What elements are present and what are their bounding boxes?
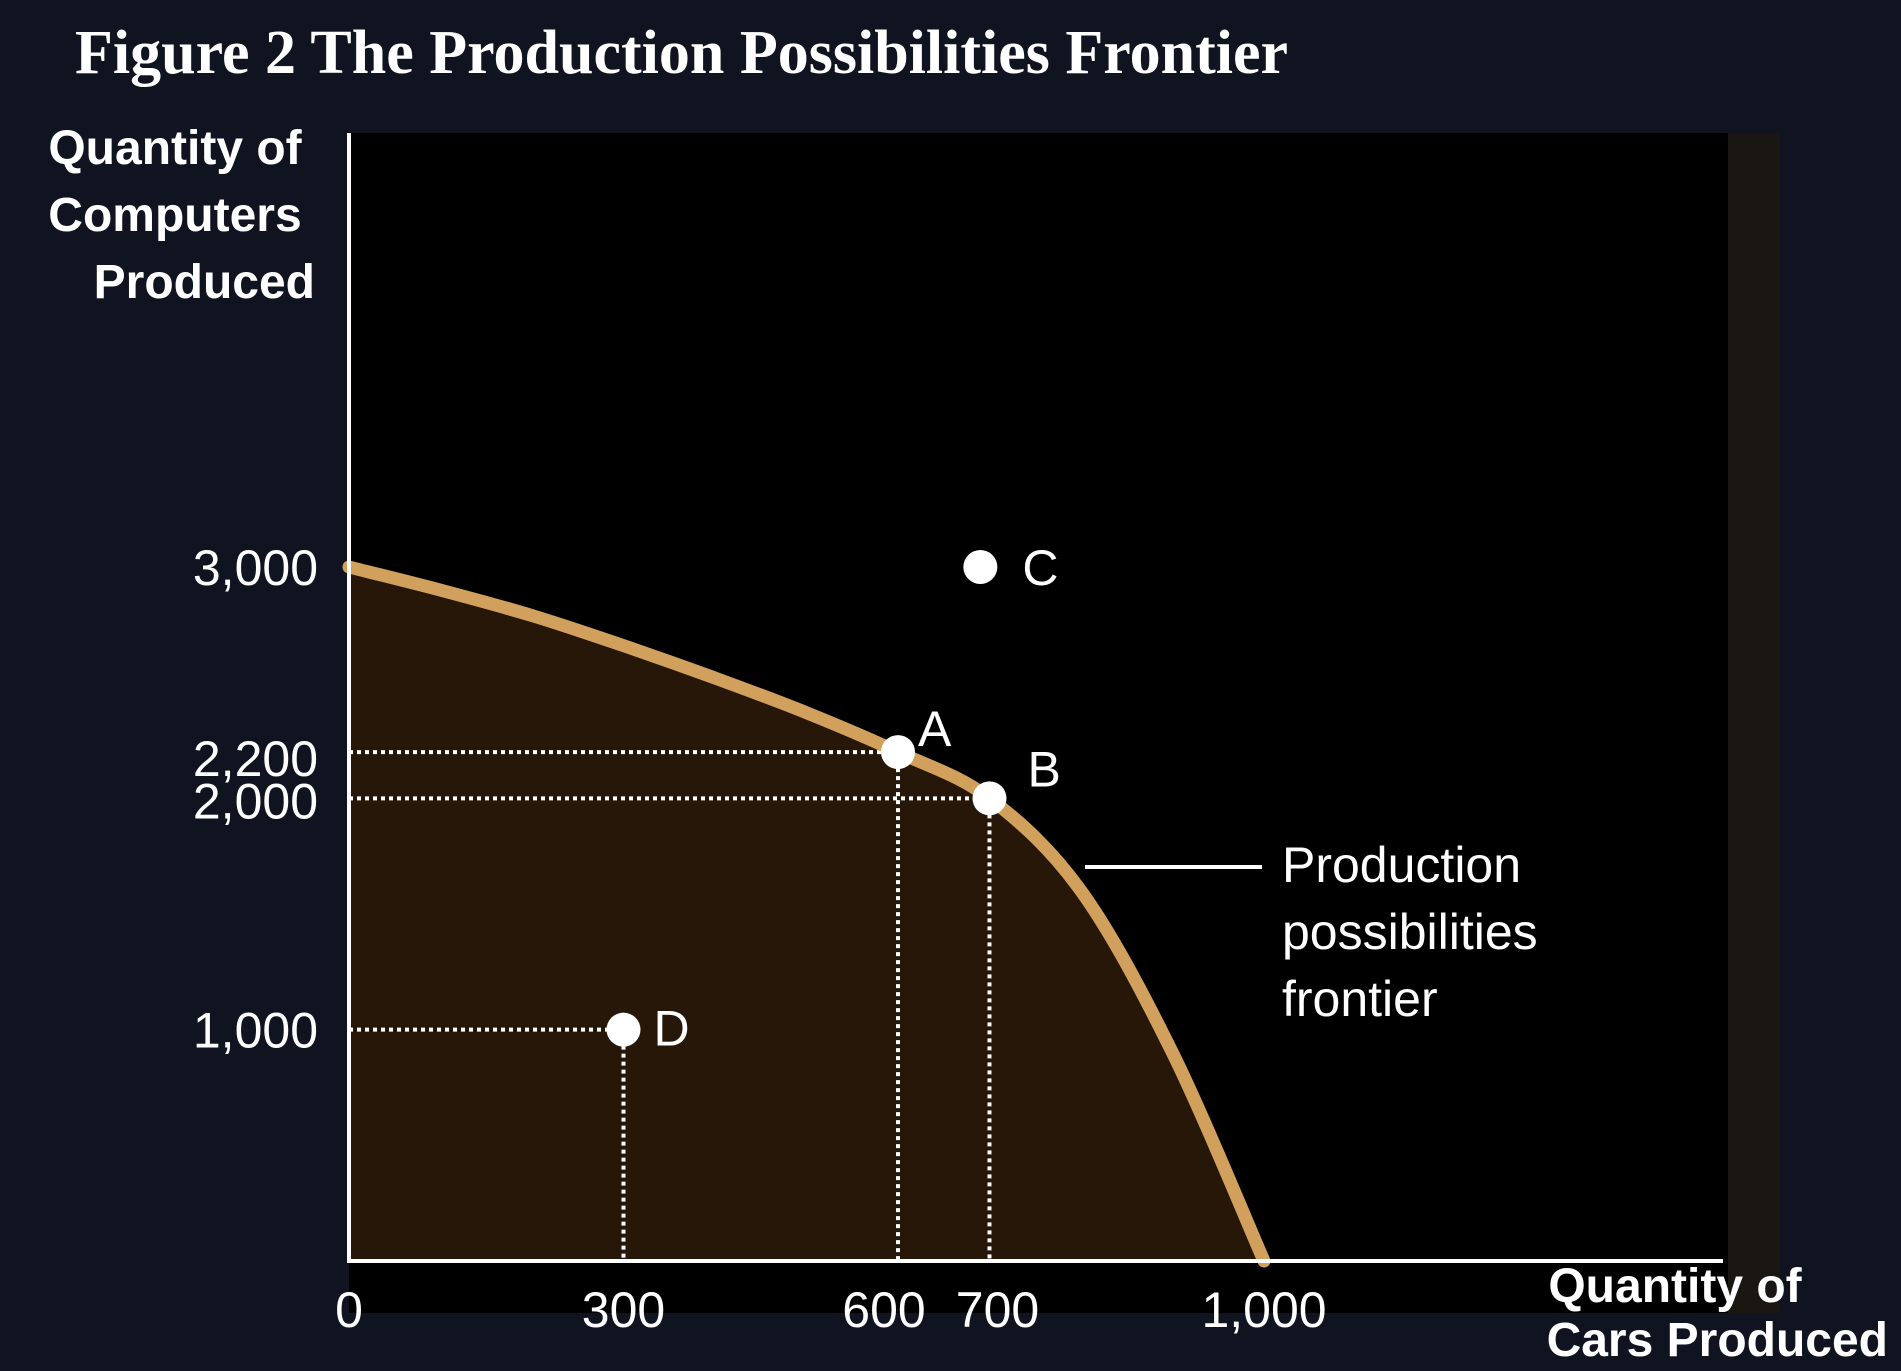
point-label-A: A xyxy=(918,701,952,757)
x-tick-label: 600 xyxy=(842,1282,925,1338)
y-axis-title-line-3: Produced xyxy=(94,256,315,309)
guide-lines xyxy=(349,750,992,1261)
point-A xyxy=(881,735,915,770)
point-C xyxy=(963,550,998,584)
y-tick-label: 1,000 xyxy=(193,1003,318,1059)
y-axis-title: Quantity of Computers Produced xyxy=(48,122,315,309)
x-axis-title-line-2: Cars Produced xyxy=(1547,1314,1888,1367)
point-D xyxy=(606,1012,641,1047)
feasible-region xyxy=(349,567,1264,1261)
point-label-D: D xyxy=(654,1001,690,1057)
x-tick-label: 300 xyxy=(582,1282,665,1338)
x-tick-label: 700 xyxy=(956,1282,1039,1338)
x-axis-title-line-1: Quantity of xyxy=(1548,1260,1802,1313)
y-axis-title-line-1: Quantity of xyxy=(48,122,302,175)
point-B xyxy=(972,781,1007,816)
chart-title: Figure 2 The Production Possibilities Fr… xyxy=(75,19,1288,87)
frontier-curve xyxy=(342,560,1271,1268)
point-label-C: C xyxy=(1022,540,1058,596)
y-tick-label: 2,000 xyxy=(193,773,318,829)
x-tick-label: 1,000 xyxy=(1201,1282,1326,1338)
plot-right-edge xyxy=(1728,133,1780,1313)
frontier-label-line-3: frontier xyxy=(1282,971,1438,1027)
frontier-label-line-1: Production xyxy=(1282,837,1521,893)
x-tick-label: 0 xyxy=(335,1282,363,1338)
y-tick-label: 2,200 xyxy=(193,731,318,787)
frontier-label: Production possibilities frontier xyxy=(1282,837,1552,1027)
point-label-B: B xyxy=(1028,741,1061,797)
x-axis-title: Quantity of Cars Produced xyxy=(1547,1260,1888,1367)
y-tick-label: 3,000 xyxy=(193,540,318,596)
data-points: A B C D xyxy=(606,540,1061,1057)
y-axis-title-line-2: Computers xyxy=(48,189,301,242)
frontier-label-line-2: possibilities xyxy=(1282,904,1538,960)
